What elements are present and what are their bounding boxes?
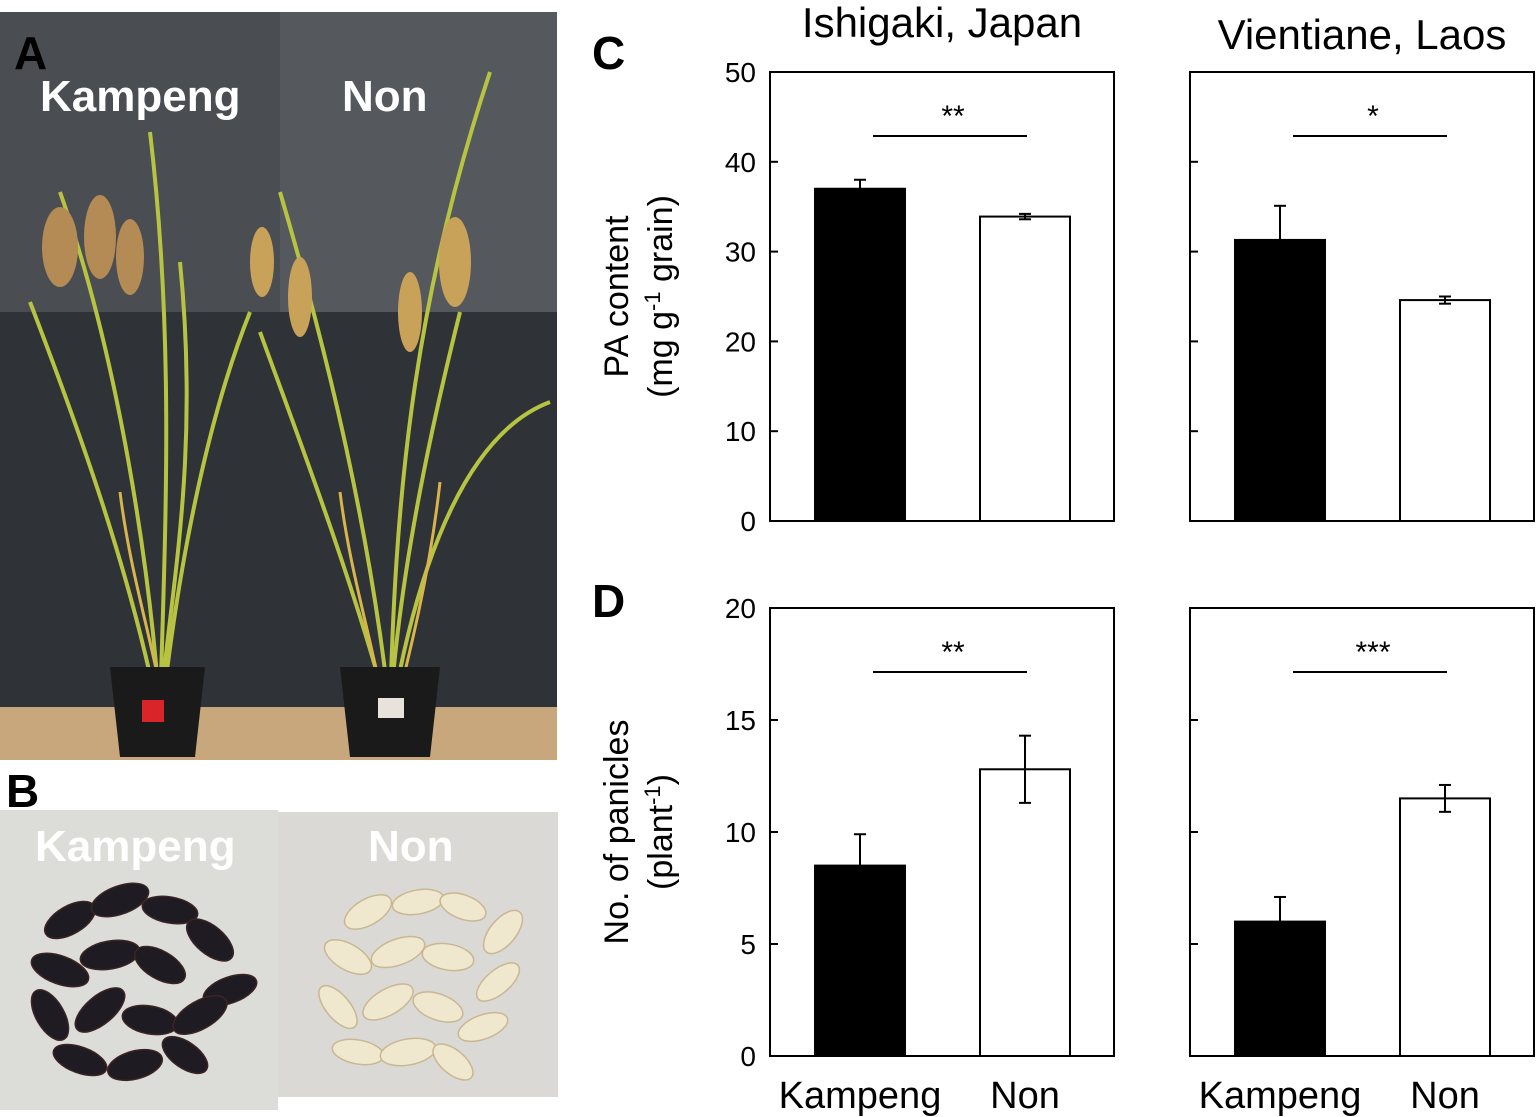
bar-kampeng-d-vientiane (1234, 920, 1326, 1057)
bar-non-c-vientiane (1399, 299, 1491, 523)
x-tick-label-non-d-vientiane: Non (1410, 1075, 1480, 1117)
y-axis-label-superscript: -1 (640, 291, 665, 311)
y-tick-label-c-ishigaki: 40 (725, 147, 756, 178)
panel-a-kampeng-label: Kampeng (40, 72, 241, 121)
significance-label-c-vientiane: * (1367, 100, 1379, 133)
kampeng-grain-photo (0, 810, 278, 1110)
y-axis-label-prefix: (plant (642, 804, 680, 890)
panel-b-letter: B (6, 765, 40, 817)
bar-non-d-ishigaki (979, 768, 1071, 1058)
y-axis-label-line1-d-ishigaki: No. of panicles (598, 720, 636, 945)
bar-non-d-vientiane (1399, 797, 1491, 1058)
x-tick-label-non-d-ishigaki: Non (990, 1075, 1060, 1117)
significance-label-d-vientiane: *** (1355, 636, 1390, 669)
y-tick-label-c-ishigaki: 50 (725, 57, 756, 88)
bar-kampeng-c-ishigaki (814, 187, 906, 523)
plant-photo (0, 12, 557, 760)
panel-d-letter: D (592, 575, 626, 627)
y-axis-label-suffix: ) (642, 774, 680, 785)
bar-kampeng-d-ishigaki (814, 864, 906, 1057)
significance-label-d-ishigaki: ** (941, 636, 965, 669)
plot-frame-c-ishigaki (769, 71, 1115, 522)
site-title-vientiane: Vientiane, Laos (1217, 11, 1507, 58)
panel-a-non-label: Non (342, 72, 428, 121)
panel-b-kampeng-label: Kampeng (35, 822, 236, 871)
x-tick-label-kampeng-d-vientiane: Kampeng (1199, 1075, 1362, 1117)
y-axis-label-line2-c-ishigaki: (mg g-1 grain) (640, 195, 680, 398)
y-axis-label-line1-c-ishigaki: PA content (598, 215, 636, 377)
site-title-ishigaki: Ishigaki, Japan (801, 0, 1083, 46)
bar-non-c-ishigaki (979, 215, 1071, 522)
y-axis-label-suffix: grain) (642, 195, 680, 291)
y-axis-label-superscript: -1 (640, 785, 665, 805)
y-tick-label-d-ishigaki: 10 (725, 817, 756, 848)
non-grain-photo (278, 812, 558, 1097)
y-tick-label-d-ishigaki: 15 (725, 705, 756, 736)
plot-frame-c-vientiane (1189, 71, 1535, 522)
plant-photo-illustration (0, 12, 557, 760)
y-tick-label-c-ishigaki: 30 (725, 237, 756, 268)
panel-a-letter: A (14, 27, 48, 79)
y-axis-label-line2-d-ishigaki: (plant-1) (640, 774, 680, 890)
kampeng-grain-illustration (0, 810, 278, 1110)
y-tick-label-d-ishigaki: 0 (740, 1041, 756, 1072)
significance-label-c-ishigaki: ** (941, 100, 965, 133)
panel-b-non-label: Non (368, 822, 454, 871)
panel-c-letter: C (592, 27, 626, 79)
bar-kampeng-c-vientiane (1234, 238, 1326, 522)
x-tick-label-kampeng-d-ishigaki: Kampeng (779, 1075, 942, 1117)
y-tick-label-d-ishigaki: 20 (725, 593, 756, 624)
non-grain-illustration (278, 812, 558, 1097)
y-tick-label-c-ishigaki: 10 (725, 416, 756, 447)
y-axis-label-prefix: (mg g (642, 311, 680, 398)
y-tick-label-c-ishigaki: 0 (740, 506, 756, 537)
y-tick-label-d-ishigaki: 5 (740, 929, 756, 960)
y-tick-label-c-ishigaki: 20 (725, 326, 756, 357)
